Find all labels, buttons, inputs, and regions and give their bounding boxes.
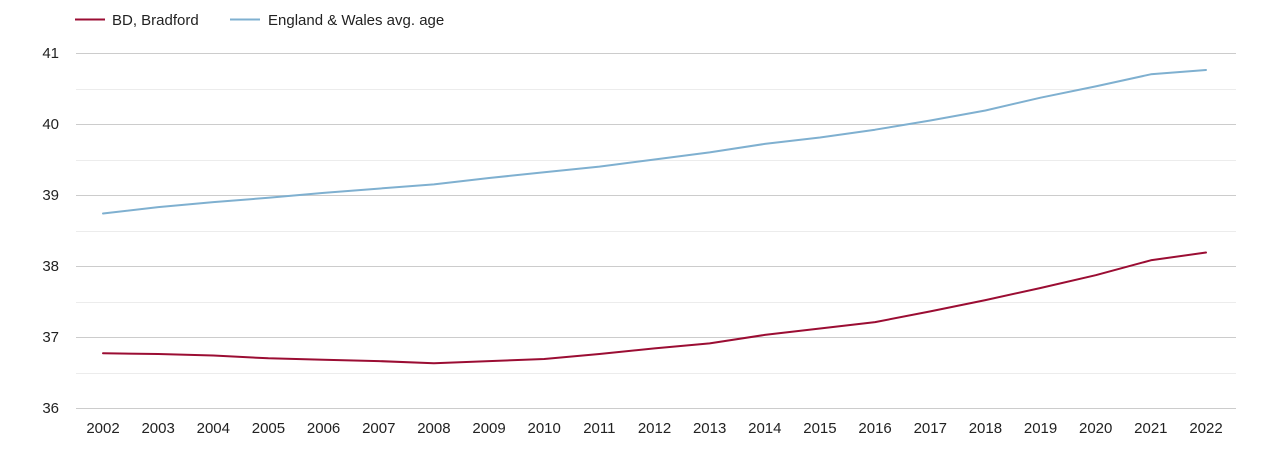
legend-label: England & Wales avg. age bbox=[268, 12, 444, 29]
legend-item-0[interactable]: BD, Bradford bbox=[75, 12, 199, 29]
x-tick-label: 2009 bbox=[472, 420, 505, 437]
tick-label-layer: 36 37 38 39 40 41 2002 2003 2004 2005 2006 2007 2008… bbox=[42, 45, 1222, 437]
x-tick-label: 2021 bbox=[1134, 420, 1167, 437]
x-tick-label: 2013 bbox=[693, 420, 726, 437]
series-layer bbox=[102, 69, 1207, 365]
x-tick-label: 2010 bbox=[528, 420, 561, 437]
y-tick-label: 39 bbox=[42, 187, 59, 204]
grid-layer bbox=[76, 53, 1236, 409]
y-tick-label: 36 bbox=[42, 400, 59, 417]
y-tick-label: 40 bbox=[42, 116, 59, 133]
x-tick-label: 2008 bbox=[417, 420, 450, 437]
y-tick-label: 37 bbox=[42, 329, 59, 346]
x-tick-label: 2019 bbox=[1024, 420, 1057, 437]
x-tick-label: 2005 bbox=[252, 420, 285, 437]
x-tick-label: 2006 bbox=[307, 420, 340, 437]
x-tick-label: 2018 bbox=[969, 420, 1002, 437]
x-tick-label: 2015 bbox=[803, 420, 836, 437]
y-tick-label: 38 bbox=[42, 258, 59, 275]
legend[interactable]: BD, Bradford England & Wales avg. age bbox=[75, 12, 444, 29]
series-line-0[interactable] bbox=[102, 251, 1207, 365]
x-tick-label: 2016 bbox=[858, 420, 891, 437]
x-tick-label: 2014 bbox=[748, 420, 781, 437]
x-tick-label: 2020 bbox=[1079, 420, 1112, 437]
legend-item-1[interactable]: England & Wales avg. age bbox=[230, 12, 444, 29]
series-line-1[interactable] bbox=[102, 69, 1207, 215]
x-tick-label: 2007 bbox=[362, 420, 395, 437]
x-tick-label: 2022 bbox=[1189, 420, 1222, 437]
x-tick-label: 2011 bbox=[583, 420, 615, 437]
y-tick-label: 41 bbox=[42, 45, 59, 62]
x-tick-label: 2002 bbox=[86, 420, 119, 437]
x-tick-label: 2017 bbox=[914, 420, 947, 437]
x-tick-label: 2004 bbox=[197, 420, 230, 437]
x-tick-label: 2012 bbox=[638, 420, 671, 437]
legend-label: BD, Bradford bbox=[112, 12, 199, 29]
x-tick-label: 2003 bbox=[141, 420, 174, 437]
